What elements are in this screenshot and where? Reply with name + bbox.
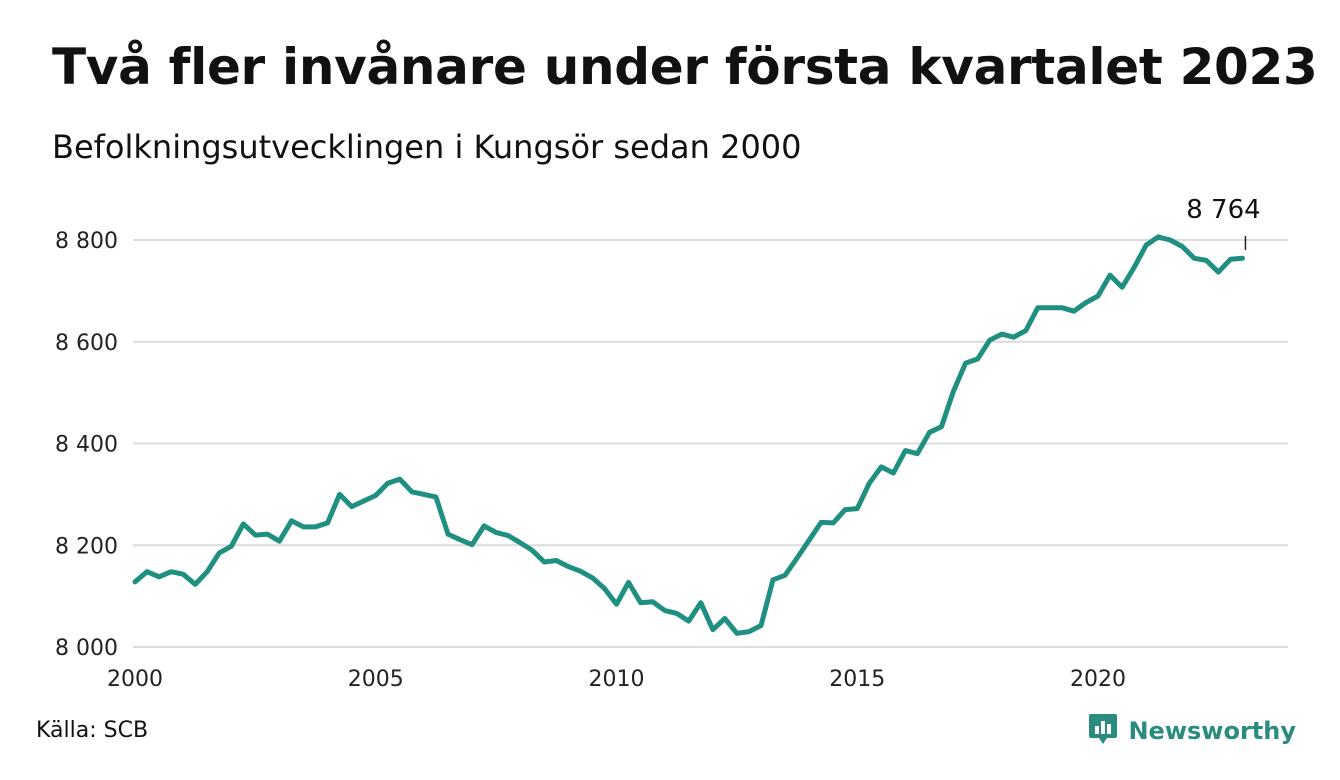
x-tick-label: 2010 xyxy=(589,667,645,692)
y-tick-label: 8 600 xyxy=(55,331,118,356)
y-tick-label: 8 400 xyxy=(55,433,118,458)
x-axis: 2000 2005 2010 2015 2020 xyxy=(107,667,1126,692)
chart-subtitle: Befolkningsutvecklingen i Kungsör sedan … xyxy=(52,128,802,166)
x-tick-label: 2015 xyxy=(829,667,885,692)
y-tick-label: 8 200 xyxy=(55,534,118,559)
grid-lines xyxy=(133,239,1288,648)
annotation-group: 8 764 xyxy=(1186,195,1261,250)
x-tick-label: 2005 xyxy=(348,667,404,692)
y-axis: 8 000 8 200 8 400 8 600 8 800 xyxy=(55,229,118,661)
chart-bubble-icon xyxy=(1088,712,1118,750)
brand-name: Newsworthy xyxy=(1128,717,1296,745)
annotation-label: 8 764 xyxy=(1186,195,1260,225)
series-line xyxy=(132,234,1245,636)
y-tick-label: 8 800 xyxy=(55,229,118,254)
brand-logo: Newsworthy xyxy=(1088,712,1296,750)
x-tick-label: 2020 xyxy=(1070,667,1126,692)
source-note: Källa: SCB xyxy=(36,718,149,743)
series-group xyxy=(132,234,1245,636)
chart-title: Två fler invånare under första kvartalet… xyxy=(52,38,1318,96)
x-tick-label: 2000 xyxy=(107,667,163,692)
y-tick-label: 8 000 xyxy=(55,636,118,661)
